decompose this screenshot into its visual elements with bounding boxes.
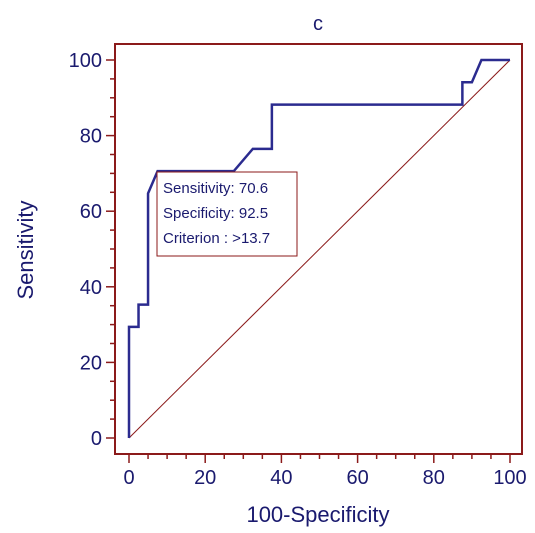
x-tick-label: 100 [493, 467, 526, 489]
y-tick-label: 80 [80, 126, 102, 148]
y-tick-label: 40 [80, 277, 102, 299]
y-tick-label: 0 [91, 428, 102, 450]
chart-title: c [313, 13, 323, 35]
roc-curve [127, 58, 510, 438]
x-axis-title: 100-Specificity [246, 502, 389, 527]
x-tick-label: 80 [423, 467, 445, 489]
reference-diagonal [128, 59, 511, 439]
x-tick-label: 0 [123, 467, 134, 489]
x-tick-label: 40 [270, 467, 292, 489]
x-tick-label: 60 [346, 467, 368, 489]
roc-curve-layer [127, 58, 510, 438]
y-tick-label: 60 [80, 201, 102, 223]
y-axis-title: Sensitivity [13, 200, 38, 299]
x-tick-label: 20 [194, 467, 216, 489]
annotation-criterion: Criterion : >13.7 [163, 230, 270, 247]
reference-line-layer [128, 59, 511, 439]
annotation-specificity: Specificity: 92.5 [163, 205, 268, 222]
axis-ticks: 0 20 40 60 80 100 0 20 40 60 80 100 [69, 50, 527, 489]
annotation-sensitivity: Sensitivity: 70.6 [163, 180, 268, 197]
y-tick-label: 20 [80, 352, 102, 374]
annotation-box [156, 171, 298, 257]
criterion-annotation: Sensitivity: 70.6 Specificity: 92.5 Crit… [156, 171, 298, 257]
y-tick-label: 100 [69, 50, 102, 72]
